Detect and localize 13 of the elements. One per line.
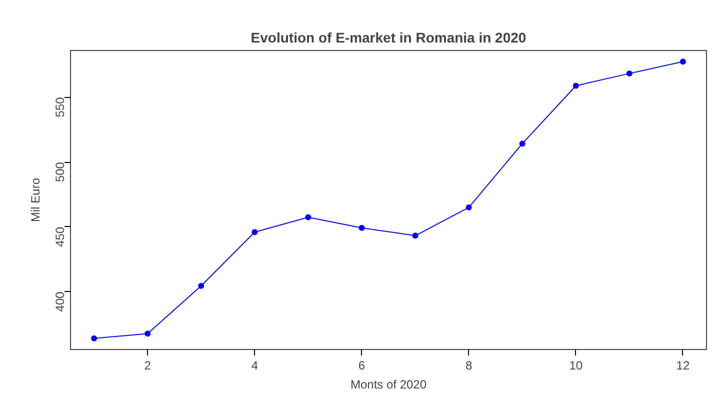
x-axis-title: Monts of 2020 [350, 378, 427, 392]
y-tick-label: 500 [53, 162, 67, 182]
y-tick-label: 550 [53, 96, 67, 118]
x-tick-label: 4 [251, 358, 258, 372]
y-axis-title: Mil Euro [28, 178, 42, 222]
x-tick-label: 10 [569, 358, 583, 372]
y-tick-label: 400 [53, 291, 67, 312]
x-tick-label: 2 [144, 358, 152, 372]
chart-title: Evolution of E-market in Romania in 2020 [250, 30, 526, 46]
x-tick-label: 8 [465, 358, 472, 372]
x-tick-label: 6 [358, 358, 366, 372]
x-tick-label: 12 [676, 358, 690, 372]
y-tick-label: 450 [53, 226, 67, 247]
